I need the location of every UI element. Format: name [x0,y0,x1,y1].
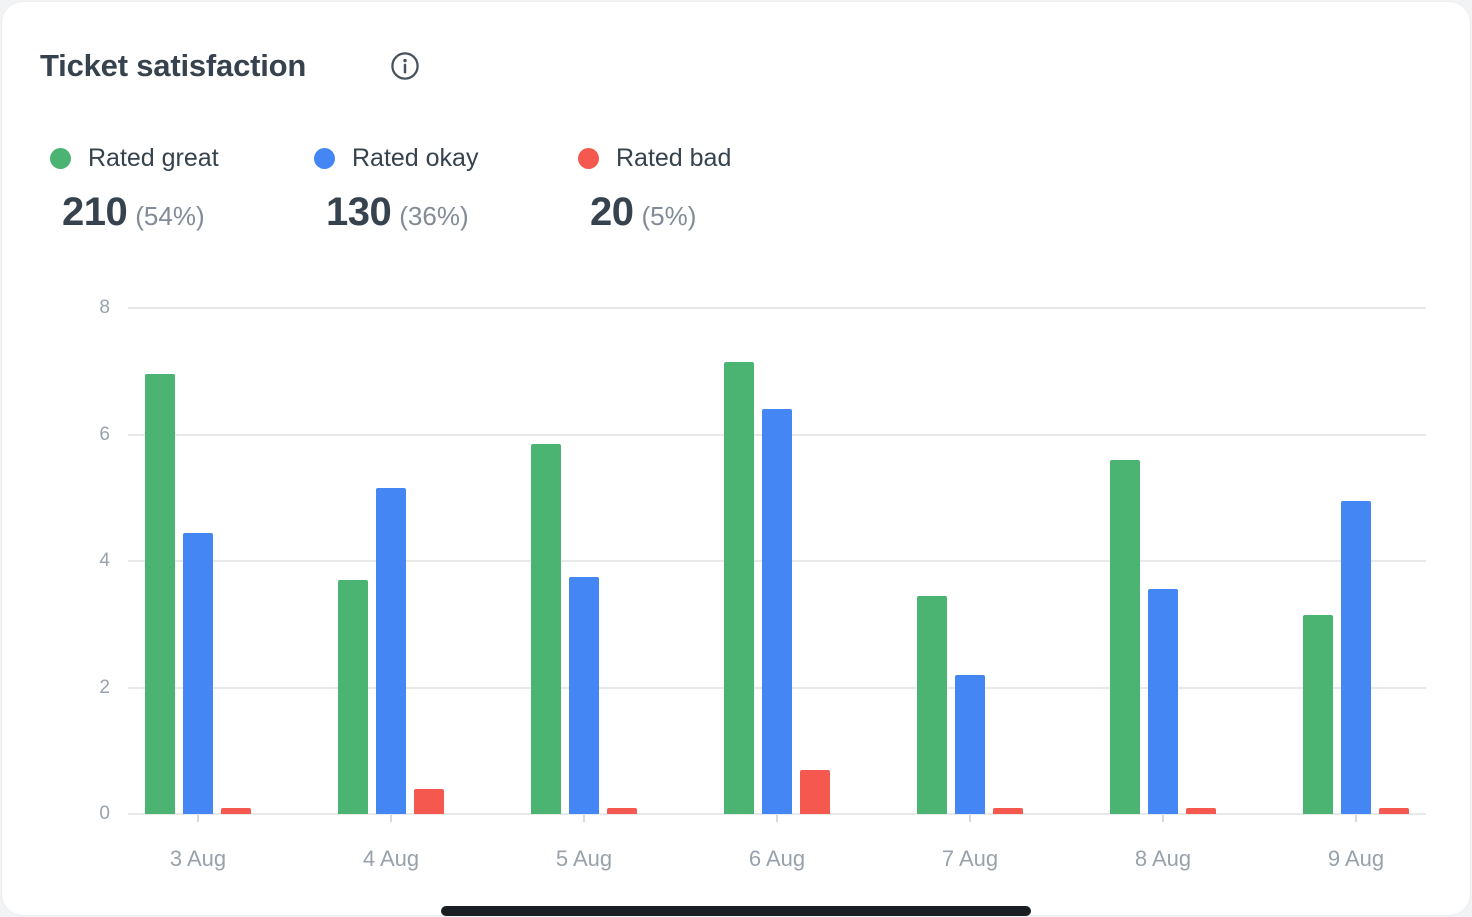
page-title: Ticket satisfaction [40,48,307,83]
legend-value: 20 [590,190,634,234]
legend-label: Rated okay [352,143,479,172]
bar-rated-okay-8-aug[interactable] [1148,589,1178,814]
legend-dot-icon [50,147,71,169]
x-axis-tick-5-aug [583,815,585,822]
bar-rated-okay-6-aug[interactable] [762,409,792,814]
legend-stats: 210 (54%) [62,190,219,235]
legend-row: Rated bad [578,144,731,172]
bar-rated-great-4-aug[interactable] [338,579,368,814]
gridline-y-0 [128,813,1426,815]
y-axis-label-8: 8 [99,297,110,318]
home-indicator [441,906,1031,916]
legend-stats: 130 (36%) [326,190,478,235]
legend-percent: (5%) [641,201,697,231]
bar-rated-okay-5-aug[interactable] [569,576,599,814]
x-axis-label-7-aug: 7 Aug [941,846,999,871]
bar-rated-bad-4-aug[interactable] [414,788,444,814]
bar-rated-bad-6-aug[interactable] [800,769,830,814]
legend-item-rated-bad[interactable]: Rated bad 20 (5%) [578,144,731,235]
bar-rated-okay-3-aug[interactable] [183,532,213,814]
x-axis-label-3-aug: 3 Aug [169,846,227,871]
bar-rated-great-6-aug[interactable] [724,361,754,814]
bar-rated-bad-9-aug[interactable] [1379,807,1409,814]
legend-percent: (36%) [399,201,469,231]
bar-rated-great-9-aug[interactable] [1303,614,1333,814]
x-axis-tick-6-aug [776,815,778,822]
y-axis-label-2: 2 [99,676,110,698]
bar-rated-okay-9-aug[interactable] [1341,500,1371,814]
x-axis-label-6-aug: 6 Aug [748,846,806,871]
bar-rated-great-8-aug[interactable] [1110,459,1140,814]
bar-rated-bad-3-aug[interactable] [221,807,251,814]
legend-percent: (54%) [135,201,205,231]
bar-rated-bad-7-aug[interactable] [993,807,1023,814]
y-axis-label-4: 4 [99,550,110,571]
info-icon[interactable] [390,51,420,81]
x-axis-tick-4-aug [390,815,392,822]
legend-value: 130 [326,190,392,234]
legend-label: Rated great [88,143,219,172]
x-axis-tick-7-aug [969,815,971,822]
bar-rated-okay-4-aug[interactable] [376,488,406,814]
legend-stats: 20 (5%) [590,190,731,235]
legend-item-rated-great[interactable]: Rated great 210 (54%) [50,144,219,235]
y-axis-label-6: 6 [99,423,110,445]
x-axis-tick-9-aug [1355,815,1357,822]
x-axis-label-8-aug: 8 Aug [1134,846,1192,871]
bar-rated-bad-5-aug[interactable] [607,807,637,814]
bar-rated-okay-7-aug[interactable] [955,674,985,814]
x-axis-label-9-aug: 9 Aug [1327,846,1385,871]
bar-rated-great-7-aug[interactable] [917,595,947,814]
legend-dot-icon [578,147,599,169]
bar-rated-bad-8-aug[interactable] [1186,807,1216,814]
legend-value: 210 [62,190,128,234]
legend-dot-icon [314,147,335,169]
bar-rated-great-5-aug[interactable] [531,443,561,814]
gridline-y-8 [128,307,1426,309]
legend-item-rated-okay[interactable]: Rated okay 130 (36%) [314,144,478,235]
bar-rated-great-3-aug[interactable] [145,374,175,814]
legend-label: Rated bad [616,143,732,172]
legend-row: Rated great [50,144,219,172]
x-axis-label-4-aug: 4 Aug [362,846,420,871]
info-icon-glyph [391,52,419,80]
x-axis-label-5-aug: 5 Aug [555,846,613,871]
x-axis-tick-8-aug [1162,815,1164,822]
y-axis-label-0: 0 [99,803,110,824]
legend-row: Rated okay [314,144,478,172]
x-axis-tick-3-aug [197,815,199,822]
